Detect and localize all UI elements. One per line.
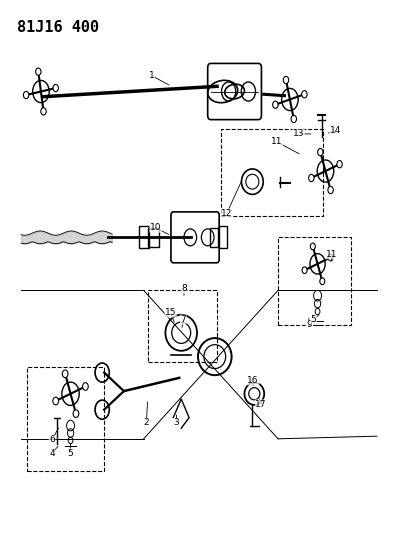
Text: 7: 7 — [180, 315, 186, 324]
Text: 2: 2 — [144, 418, 149, 427]
Circle shape — [328, 187, 333, 193]
Circle shape — [23, 91, 29, 99]
Circle shape — [53, 84, 59, 92]
Circle shape — [82, 383, 88, 390]
Text: 1: 1 — [149, 71, 154, 80]
Circle shape — [273, 101, 278, 108]
Circle shape — [291, 115, 297, 123]
Circle shape — [62, 370, 68, 378]
Bar — [219, 226, 227, 248]
Text: 9: 9 — [306, 320, 312, 329]
Text: 6: 6 — [49, 435, 55, 445]
Bar — [148, 290, 217, 362]
Bar — [27, 367, 104, 471]
Bar — [210, 228, 218, 247]
Text: 15: 15 — [165, 308, 176, 317]
Text: 8: 8 — [181, 284, 187, 293]
Bar — [148, 228, 159, 247]
Text: 10: 10 — [150, 223, 161, 232]
Circle shape — [302, 267, 307, 273]
Circle shape — [318, 149, 323, 156]
Circle shape — [53, 397, 59, 405]
Text: 5: 5 — [311, 315, 316, 324]
Text: 3: 3 — [174, 418, 179, 427]
Text: 81J16 400: 81J16 400 — [17, 20, 100, 35]
Circle shape — [337, 160, 342, 168]
Text: 16: 16 — [248, 376, 259, 385]
Text: 4: 4 — [49, 449, 55, 458]
Text: 17: 17 — [255, 400, 267, 409]
Text: 13: 13 — [293, 130, 304, 139]
Circle shape — [41, 108, 46, 115]
Circle shape — [309, 174, 314, 182]
Circle shape — [320, 278, 325, 285]
Circle shape — [302, 91, 307, 98]
Circle shape — [35, 68, 41, 75]
Bar — [221, 128, 324, 216]
Text: 11: 11 — [326, 250, 337, 259]
Text: 14: 14 — [330, 126, 341, 135]
Bar — [278, 237, 351, 325]
Text: 11: 11 — [271, 138, 283, 147]
Circle shape — [310, 243, 315, 250]
Bar — [139, 226, 149, 248]
Circle shape — [73, 410, 79, 417]
Circle shape — [283, 76, 289, 84]
Text: 5: 5 — [68, 449, 73, 458]
Text: 12: 12 — [221, 209, 232, 218]
Circle shape — [328, 254, 333, 261]
